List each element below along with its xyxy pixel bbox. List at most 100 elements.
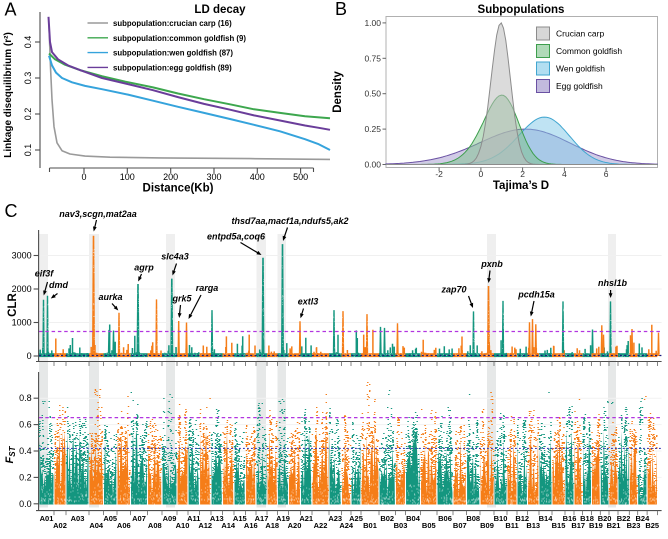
svg-text:slc4a3: slc4a3 [161, 252, 189, 262]
svg-text:0.2: 0.2 [19, 472, 32, 482]
svg-text:A04: A04 [89, 521, 104, 530]
svg-text:B23: B23 [627, 521, 641, 530]
svg-text:A23: A23 [328, 514, 342, 523]
svg-text:0.4: 0.4 [23, 36, 33, 49]
svg-text:Crucian carp: Crucian carp [556, 29, 604, 39]
svg-text:A20: A20 [288, 521, 302, 530]
svg-text:B20: B20 [598, 514, 612, 523]
svg-text:zap70: zap70 [440, 285, 466, 295]
svg-text:300: 300 [206, 172, 221, 182]
svg-text:nhsl1b: nhsl1b [598, 278, 628, 288]
svg-text:B08: B08 [466, 514, 480, 523]
svg-text:Common goldfish: Common goldfish [556, 46, 622, 56]
svg-text:0.0: 0.0 [19, 499, 32, 509]
svg-text:agrp: agrp [134, 262, 154, 272]
svg-text:extl3: extl3 [298, 297, 319, 307]
svg-text:B10: B10 [494, 514, 508, 523]
svg-text:B09: B09 [480, 521, 494, 530]
svg-text:dmd: dmd [49, 280, 69, 290]
svg-text:100: 100 [120, 172, 135, 182]
svg-text:B24: B24 [636, 514, 651, 523]
svg-text:A16: A16 [244, 521, 258, 530]
svg-text:pcdh15a: pcdh15a [517, 290, 555, 300]
svg-text:6: 6 [604, 169, 609, 179]
svg-text:0.00: 0.00 [364, 160, 381, 170]
svg-text:B16: B16 [563, 514, 577, 523]
svg-text:2000: 2000 [12, 284, 32, 294]
svg-text:2: 2 [520, 169, 525, 179]
svg-text:B03: B03 [394, 521, 408, 530]
svg-text:A02: A02 [53, 521, 67, 530]
svg-text:4: 4 [562, 169, 567, 179]
svg-text:B19: B19 [589, 521, 603, 530]
svg-text:0.6: 0.6 [19, 420, 32, 430]
svg-text:3000: 3000 [12, 251, 32, 261]
svg-text:CLR: CLR [7, 292, 19, 316]
svg-text:0.75: 0.75 [364, 53, 381, 63]
svg-text:0.8: 0.8 [19, 393, 32, 403]
svg-text:A03: A03 [71, 514, 85, 523]
svg-text:A13: A13 [210, 514, 224, 523]
svg-text:0.25: 0.25 [364, 124, 381, 134]
svg-text:A17: A17 [255, 514, 269, 523]
svg-text:Tajima’s D: Tajima’s D [493, 180, 549, 192]
svg-text:B21: B21 [607, 521, 621, 530]
svg-text:A25: A25 [349, 514, 363, 523]
svg-text:thsd7aa,macf1a,ndufs5,ak2: thsd7aa,macf1a,ndufs5,ak2 [231, 216, 348, 226]
svg-text:-2: -2 [435, 169, 443, 179]
svg-text:500: 500 [293, 172, 308, 182]
svg-text:FST: FST [4, 445, 17, 463]
svg-text:A09: A09 [163, 514, 177, 523]
svg-text:A05: A05 [103, 514, 117, 523]
svg-text:Distance(Kb): Distance(Kb) [143, 183, 214, 195]
svg-text:subpopulation:crucian carp (16: subpopulation:crucian carp (16) [113, 19, 232, 28]
svg-text:LD decay: LD decay [194, 4, 246, 16]
svg-text:200: 200 [163, 172, 178, 182]
svg-text:0.50: 0.50 [364, 89, 381, 99]
svg-text:Subpopulations: Subpopulations [478, 4, 565, 16]
svg-text:entpd5a,coq6: entpd5a,coq6 [207, 232, 266, 242]
svg-text:A19: A19 [276, 514, 290, 523]
svg-text:A11: A11 [187, 514, 200, 523]
svg-text:Egg goldfish: Egg goldfish [556, 81, 603, 91]
svg-text:grk5: grk5 [171, 294, 192, 304]
svg-text:aurka: aurka [98, 292, 122, 302]
svg-text:1.00: 1.00 [364, 18, 381, 28]
svg-text:Linkage disequilibrium (r²): Linkage disequilibrium (r²) [3, 32, 14, 158]
svg-text:0.3: 0.3 [23, 72, 33, 85]
svg-text:A22: A22 [314, 521, 328, 530]
svg-text:1000: 1000 [12, 318, 32, 328]
svg-text:A15: A15 [233, 514, 247, 523]
svg-text:B01: B01 [363, 521, 377, 530]
svg-text:eif3f: eif3f [35, 268, 55, 278]
svg-text:Wen goldfish: Wen goldfish [556, 64, 605, 74]
svg-text:B22: B22 [617, 514, 631, 523]
svg-text:B14: B14 [539, 514, 554, 523]
svg-text:B15: B15 [552, 521, 566, 530]
svg-text:A08: A08 [148, 521, 162, 530]
svg-text:A06: A06 [117, 521, 131, 530]
svg-text:B04: B04 [406, 514, 421, 523]
svg-text:subpopulation:common goldfish: subpopulation:common goldfish (9) [113, 34, 246, 43]
svg-text:A12: A12 [198, 521, 212, 530]
svg-text:B07: B07 [453, 521, 467, 530]
svg-text:B25: B25 [645, 521, 659, 530]
svg-text:0.1: 0.1 [23, 144, 33, 157]
svg-text:subpopulation:wen goldfish (87: subpopulation:wen goldfish (87) [113, 49, 233, 58]
svg-text:A14: A14 [221, 521, 236, 530]
svg-text:B11: B11 [505, 521, 518, 530]
svg-text:B02: B02 [380, 514, 394, 523]
svg-text:B18: B18 [580, 514, 594, 523]
svg-text:B12: B12 [515, 514, 529, 523]
svg-text:subpopulation:egg goldfish (89: subpopulation:egg goldfish (89) [113, 63, 232, 72]
svg-text:0.2: 0.2 [23, 108, 33, 121]
svg-text:B17: B17 [571, 521, 585, 530]
svg-text:0: 0 [479, 169, 484, 179]
svg-text:A01: A01 [40, 514, 54, 523]
svg-text:400: 400 [250, 172, 265, 182]
svg-text:A10: A10 [176, 521, 190, 530]
svg-text:B: B [335, 0, 347, 19]
svg-text:0.4: 0.4 [19, 446, 32, 456]
svg-text:B06: B06 [438, 514, 452, 523]
svg-text:rarga: rarga [196, 283, 219, 293]
